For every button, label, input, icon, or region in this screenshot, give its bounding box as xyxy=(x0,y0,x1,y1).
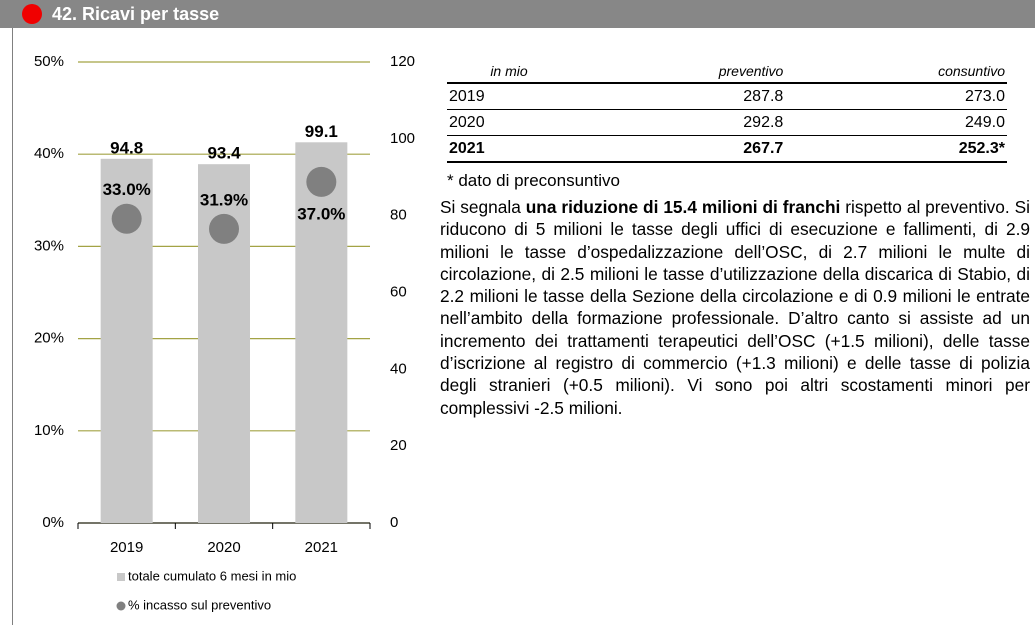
dot xyxy=(111,203,142,234)
header-dot xyxy=(22,4,42,24)
left-border xyxy=(12,28,13,625)
y-tick-label: 40% xyxy=(34,145,64,162)
y-tick-label: 50% xyxy=(34,53,64,70)
legend-label: totale cumulato 6 mesi in mio xyxy=(128,568,296,583)
table-cell: 287.8 xyxy=(571,83,786,110)
chart: 0% 10% 20% 30% 40% 50% 0 20 40 60 80 100 120 94.8 93.4… xyxy=(34,53,415,612)
bar-value-label: 93.4 xyxy=(207,144,241,163)
y-tick-label: 0% xyxy=(42,514,64,531)
dot-value-label: 31.9% xyxy=(200,190,248,209)
text: rispetto al preventivo. Si riducono di 5… xyxy=(440,197,1030,418)
dot xyxy=(209,213,239,244)
bar-value-label: 94.8 xyxy=(110,138,143,157)
table-cell: 2019 xyxy=(447,83,571,110)
y-tick-label: 30% xyxy=(34,237,64,254)
table-cell: 252.3* xyxy=(785,135,1007,163)
x-tick-label: 2019 xyxy=(110,539,143,556)
note: * dato di preconsuntivo xyxy=(447,171,620,190)
table-cell: 2020 xyxy=(447,109,571,136)
text: Si segnala xyxy=(440,197,526,217)
y2-tick-label: 60 xyxy=(390,283,407,300)
table-header: in mio xyxy=(447,60,571,84)
x-tick-label: 2021 xyxy=(305,539,338,556)
y2-tick-label: 80 xyxy=(390,207,407,224)
dot-value-label: 37.0% xyxy=(297,204,345,223)
legend-label: % incasso sul preventivo xyxy=(128,597,271,612)
y-tick-label: 10% xyxy=(34,422,64,439)
y2-tick-label: 120 xyxy=(390,53,415,70)
table-cell: 267.7 xyxy=(571,135,786,163)
y2-tick-label: 0 xyxy=(390,514,398,531)
y2-tick-label: 100 xyxy=(390,130,415,147)
text-bold: una riduzione di 15.4 milioni di franchi xyxy=(525,197,841,217)
table-cell: 2021 xyxy=(447,135,571,163)
table-header: preventivo xyxy=(571,60,786,84)
y2-tick-label: 40 xyxy=(390,360,407,377)
table-cell: 292.8 xyxy=(571,109,786,136)
table: in mio preventivo consuntivo 2019 287.8 27… xyxy=(447,60,1007,163)
header-bar xyxy=(0,0,1035,28)
bar-value-label: 99.1 xyxy=(305,122,338,141)
table-header: consuntivo xyxy=(785,60,1007,84)
x-tick-label: 2020 xyxy=(207,539,240,556)
table-cell: 273.0 xyxy=(785,83,1007,110)
table-cell: 249.0 xyxy=(785,109,1007,136)
dot xyxy=(306,166,337,197)
y-tick-label: 20% xyxy=(34,330,64,347)
paragraph: Si segnala una riduzione di 15.4 milioni… xyxy=(440,196,1030,419)
header-title: 42. Ricavi per tasse xyxy=(52,4,220,24)
legend-swatch xyxy=(116,601,126,611)
y2-tick-label: 20 xyxy=(390,437,407,454)
dot-value-label: 33.0% xyxy=(103,180,151,199)
legend-swatch xyxy=(117,573,125,581)
bar xyxy=(295,142,348,523)
